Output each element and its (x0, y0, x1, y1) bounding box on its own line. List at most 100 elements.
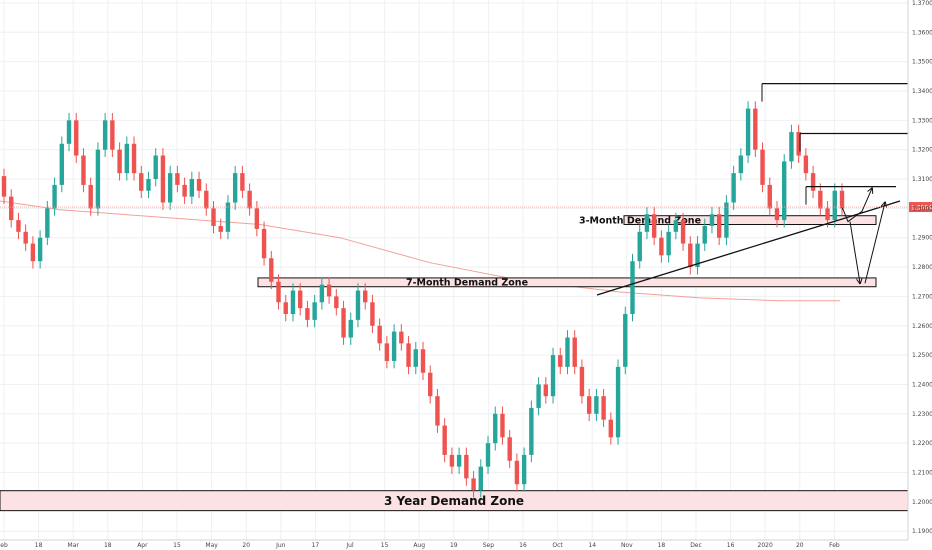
candle-body (456, 454, 462, 467)
candle-body (442, 425, 447, 455)
y-tick-label: 1.33000 (912, 117, 932, 124)
candle-body (189, 179, 195, 197)
candle-body (471, 478, 476, 491)
candle-body (543, 384, 549, 397)
candle-body (514, 460, 520, 485)
candle-body (269, 258, 274, 282)
candle-body (428, 372, 433, 397)
y-tick-label: 1.37000 (912, 0, 932, 7)
candle-body (615, 366, 621, 438)
y-tick-label: 1.22000 (912, 440, 932, 447)
x-tick-label: 18 (104, 542, 112, 549)
candle-body (59, 143, 64, 185)
candle-body (37, 237, 43, 262)
candle-body (716, 214, 722, 238)
candle-body (745, 108, 751, 156)
candle-body (326, 284, 332, 297)
x-tick-label: Jun (275, 542, 286, 549)
y-tick-label: 1.21000 (912, 470, 932, 477)
candle-body (839, 190, 845, 209)
candle-body (774, 208, 780, 221)
candle-body (579, 366, 585, 397)
candle-body (485, 443, 491, 467)
y-tick-label: 1.27000 (912, 293, 932, 300)
candle-body (731, 173, 736, 203)
x-tick-label: Jul (345, 542, 354, 549)
candle-body (753, 108, 758, 150)
candle-body (240, 173, 245, 191)
candle-body (724, 202, 729, 238)
candle-body (23, 231, 28, 244)
projection-arrow-up (841, 188, 872, 223)
x-tick-label: Dec (690, 542, 702, 549)
candle-body (413, 349, 418, 367)
y-tick-label: 1.19000 (912, 528, 932, 535)
candle-body (175, 173, 180, 185)
candles (1, 101, 845, 498)
candle-body (529, 407, 534, 455)
candle-body (818, 190, 823, 209)
candle-body (153, 155, 158, 180)
candle-body (782, 161, 787, 221)
candle-body (88, 184, 93, 209)
candle-body (478, 466, 483, 491)
candle-body (9, 196, 14, 221)
candle-body (644, 214, 650, 232)
y-tick-label: 1.25000 (912, 352, 932, 359)
candle-body (651, 214, 657, 238)
candle-body (789, 132, 794, 162)
candle-body (832, 190, 837, 221)
x-tick-label: 20 (242, 542, 250, 549)
candle-body (355, 290, 361, 320)
demand-zone (623, 215, 877, 226)
candle-body (334, 296, 339, 309)
candle-body (196, 179, 202, 191)
candle-body (283, 302, 288, 315)
candle-body (594, 396, 599, 414)
candle-body (572, 337, 577, 367)
demand-zone-label: 3 Year Demand Zone (384, 494, 524, 508)
x-tick-label: 16 (727, 542, 735, 549)
candle-body (348, 319, 353, 338)
x-tick-label: 17 (312, 542, 320, 549)
y-tick-label: 1.23000 (912, 411, 932, 418)
candle-body (796, 132, 801, 156)
candle-body (117, 149, 122, 174)
candle-body (702, 225, 707, 244)
price-tag-label: 1.30045 (911, 205, 932, 212)
x-tick-label: Apr (137, 542, 148, 549)
x-tick-label: 20 (796, 542, 804, 549)
candle-body (586, 396, 592, 414)
candle-body (363, 290, 368, 303)
candle-body (709, 214, 715, 226)
candle-body (66, 120, 72, 144)
candle-body (738, 155, 744, 174)
candle-body (146, 179, 151, 191)
moving-average-line (0, 200, 840, 302)
x-tick-label: Feb (829, 542, 840, 549)
candle-body (435, 396, 440, 426)
candle-body (558, 355, 563, 367)
candle-body (608, 419, 614, 438)
x-tick-label: 15 (173, 542, 181, 549)
candle-body (247, 190, 252, 209)
y-tick-label: 1.20000 (912, 499, 932, 506)
y-tick-label: 1.34000 (912, 88, 932, 95)
candle-body (341, 308, 346, 338)
y-tick-label: 1.30000 (912, 205, 932, 212)
candle-body (673, 220, 679, 232)
x-tick-label: 2020 (758, 542, 773, 549)
x-tick-label: Sep (483, 542, 495, 549)
candle-body (204, 190, 209, 209)
candle-body (493, 413, 498, 444)
candle-body (370, 302, 375, 326)
candle-body (254, 208, 260, 229)
candle-body (377, 325, 382, 344)
candle-body (312, 302, 317, 320)
y-tick-label: 1.36000 (912, 29, 932, 36)
x-tick-label: 15 (381, 542, 389, 549)
y-tick-label: 1.31000 (912, 176, 932, 183)
candle-body (449, 454, 455, 467)
y-tick-label: 1.29000 (912, 235, 932, 242)
